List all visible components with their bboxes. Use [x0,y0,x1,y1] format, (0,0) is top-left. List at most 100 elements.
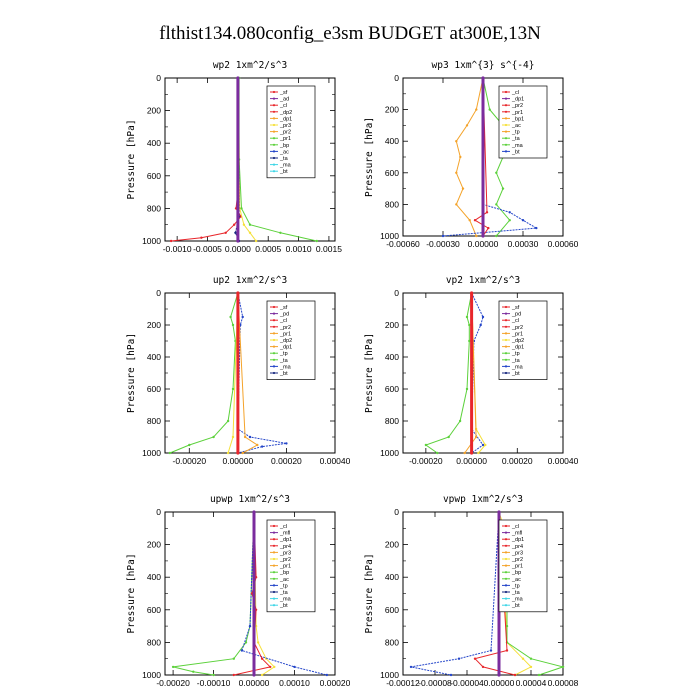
legend-marker [504,358,508,361]
legend-entry: _pr2 [511,325,523,331]
series-point [495,203,498,206]
panel-title: upwp 1xm^2/s^3 [210,494,290,505]
y-tick-label: 400 [385,352,399,362]
chart-panel: upwp 1xm^2/s^3 Pressure [hPa] 0 200 400 600 80… [126,494,351,688]
series-point [248,624,252,628]
legend-entry: _cl [511,318,519,324]
figure-title: flthist134.080config_e3sm BUDGET at300E,… [159,23,541,44]
x-tick-label: -0.00008 [418,678,452,688]
legend-entry: _mfl [511,531,522,537]
series-line [455,77,484,237]
legend-entry: _cl [279,103,287,109]
legend-entry: _ac [279,577,289,583]
series-point [521,657,525,660]
x-tick-label: 0.00020 [320,678,351,688]
x-tick-label: 0.0015 [316,244,342,254]
legend-marker [272,325,276,328]
legend-marker [272,305,276,309]
series-point [188,443,191,447]
legend-entry: _bp [511,570,521,576]
legend-marker [272,584,276,587]
x-tick-label: -0.00010 [197,678,231,688]
legend-entry: _bp [279,143,289,149]
series-point [240,649,244,652]
y-tick-label: 800 [385,416,399,426]
series-point [240,207,243,210]
legend-marker [272,371,276,375]
legend-marker [272,97,276,100]
x-tick-label: 0.00020 [271,456,302,466]
legend-marker [504,123,508,127]
legend-entry: _dp2 [511,338,524,344]
x-tick-label: -0.00020 [156,678,190,688]
series-point [468,339,471,343]
legend-marker [504,590,508,594]
x-tick-label: -0.00020 [409,456,443,466]
series-line [482,77,511,237]
x-tick-label: -0.00012 [386,678,420,688]
series-point [537,673,541,677]
legend-entry: _tp [279,583,288,589]
series-point [485,211,489,214]
series-point [231,435,235,439]
series-point [529,657,533,660]
series-point [521,219,525,222]
series-point [269,665,272,669]
series-point [169,239,173,243]
legend-marker [504,571,508,574]
legend-entry: _pr3 [279,550,291,556]
y-tick-label: 600 [385,168,399,178]
series-point [233,223,236,226]
series-point [260,657,264,660]
y-tick-label: 800 [147,637,161,647]
series-point [252,673,256,677]
series-point [473,219,477,222]
panel-title: vp2 1xm^2/s^3 [446,275,520,286]
series-point [212,435,215,439]
legend-marker [504,325,508,328]
series-point [488,108,491,111]
y-axis-label: Pressure [hPa] [126,553,137,633]
legend-marker [504,130,508,133]
legend-entry: _pr2 [511,103,523,109]
series-point [468,323,471,327]
series-point [529,665,533,669]
legend-entry: _tp [511,583,520,589]
legend-entry: _pr1 [511,110,523,116]
series-point [236,76,240,80]
x-tick-label: -0.00060 [386,239,420,249]
legend-marker [272,90,276,94]
legend-marker [272,110,276,113]
series-point [535,226,538,230]
legend-marker [504,557,508,561]
legend-marker [272,597,276,600]
series-point [192,670,195,673]
legend-marker [272,577,276,580]
legend-marker [504,371,508,375]
series-point [441,234,445,238]
panel-group: wp2 1xm^2/s^3 Pressure [hPa] 0 200 400 600 800… [126,60,579,688]
legend-marker [272,544,276,547]
legend-entry: _pr3 [511,550,523,556]
legend-entry: _dp1 [511,537,524,543]
y-tick-label: 1000 [380,670,399,680]
series-point [457,657,461,660]
legend-entry: _pd [511,312,521,318]
legend-box [498,85,548,159]
legend-entry: _ma [279,364,292,370]
series-point [475,234,478,238]
legend-entry: _ac [511,577,521,583]
series-point [501,187,505,190]
legend-entry: _pr4 [511,544,523,550]
legend-entry: _sf [511,305,520,311]
legend-marker [504,137,508,140]
series-point [226,451,230,455]
series-point [489,649,493,652]
y-axis-label: Pressure [hPa] [126,333,137,413]
legend-entry: _ta [279,590,289,596]
series-point [200,236,203,239]
series-point [481,443,485,447]
legend-marker [272,590,276,594]
y-axis-label: Pressure [hPa] [364,333,375,413]
legend-entry: _bt [279,603,288,609]
